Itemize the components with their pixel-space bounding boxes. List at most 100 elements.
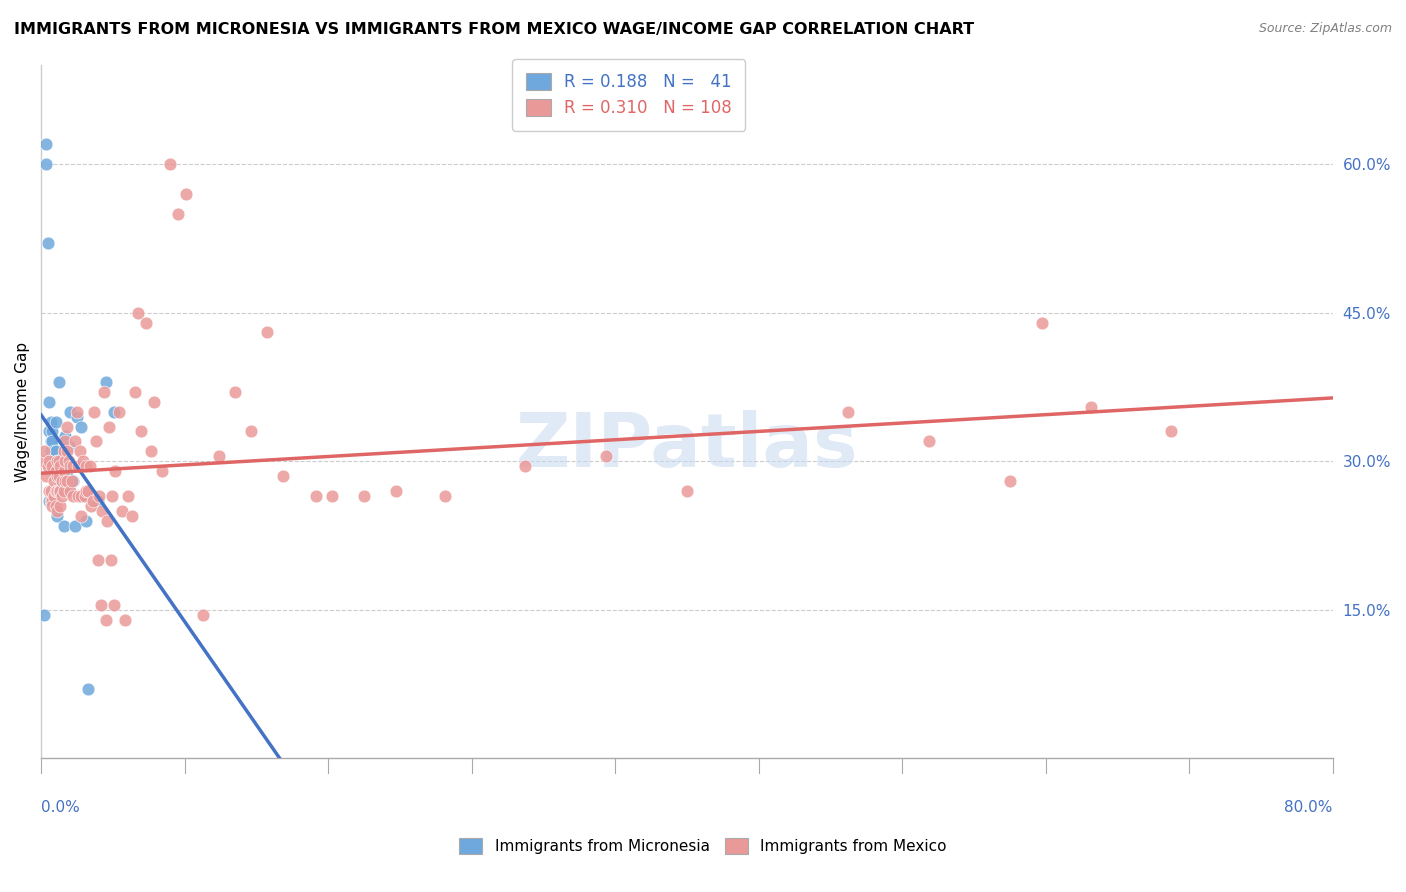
Point xyxy=(79,459,101,474)
Point xyxy=(104,464,127,478)
Point xyxy=(45,415,67,429)
Point xyxy=(94,613,117,627)
Point xyxy=(46,504,69,518)
Point xyxy=(41,493,63,508)
Point xyxy=(135,316,157,330)
Point xyxy=(224,384,246,399)
Point xyxy=(117,489,139,503)
Point xyxy=(39,493,62,508)
Point xyxy=(58,483,80,498)
Point xyxy=(129,425,152,439)
Point xyxy=(93,384,115,399)
Point xyxy=(75,459,97,474)
Point xyxy=(31,454,53,468)
Point xyxy=(38,493,60,508)
Point xyxy=(35,137,58,152)
Point xyxy=(49,479,72,493)
Point xyxy=(385,483,408,498)
Point xyxy=(143,394,166,409)
Point xyxy=(75,514,97,528)
Point xyxy=(69,444,91,458)
Point xyxy=(46,483,69,498)
Point xyxy=(676,483,699,498)
Point xyxy=(49,483,72,498)
Point xyxy=(208,449,231,463)
Point xyxy=(83,405,105,419)
Point xyxy=(45,483,67,498)
Point xyxy=(42,464,65,478)
Point xyxy=(66,405,89,419)
Point xyxy=(48,469,70,483)
Point xyxy=(48,483,70,498)
Point xyxy=(52,483,75,498)
Point xyxy=(86,493,108,508)
Point xyxy=(52,464,75,478)
Point xyxy=(51,454,73,468)
Point xyxy=(56,419,79,434)
Point xyxy=(918,434,941,449)
Point xyxy=(56,474,79,488)
Point xyxy=(39,434,62,449)
Point xyxy=(52,518,75,533)
Point xyxy=(62,459,84,474)
Point xyxy=(46,469,69,483)
Point xyxy=(73,489,96,503)
Point xyxy=(58,454,80,468)
Point xyxy=(111,504,134,518)
Point xyxy=(256,326,278,340)
Point xyxy=(41,434,63,449)
Text: 80.0%: 80.0% xyxy=(1285,800,1333,815)
Point xyxy=(72,454,94,468)
Point xyxy=(176,186,198,201)
Point xyxy=(53,454,76,468)
Point xyxy=(37,459,59,474)
Point xyxy=(240,425,263,439)
Point xyxy=(52,444,75,458)
Point xyxy=(45,464,67,478)
Point xyxy=(595,449,617,463)
Point xyxy=(42,454,65,468)
Point xyxy=(41,459,63,474)
Point xyxy=(48,375,70,389)
Point xyxy=(121,508,143,523)
Point xyxy=(53,474,76,488)
Point xyxy=(38,454,60,468)
Point xyxy=(70,508,93,523)
Point xyxy=(42,444,65,458)
Text: 0.0%: 0.0% xyxy=(41,800,80,815)
Point xyxy=(38,425,60,439)
Text: Source: ZipAtlas.com: Source: ZipAtlas.com xyxy=(1258,22,1392,36)
Point xyxy=(77,681,100,696)
Point xyxy=(150,464,173,478)
Point xyxy=(58,439,80,453)
Point xyxy=(70,419,93,434)
Point xyxy=(56,469,79,483)
Point xyxy=(139,444,162,458)
Point xyxy=(97,419,120,434)
Point xyxy=(75,483,97,498)
Point xyxy=(62,474,84,488)
Point xyxy=(46,508,69,523)
Point xyxy=(94,375,117,389)
Legend: R = 0.188   N =   41, R = 0.310   N = 108: R = 0.188 N = 41, R = 0.310 N = 108 xyxy=(512,60,745,131)
Point xyxy=(37,236,59,251)
Point xyxy=(38,394,60,409)
Point xyxy=(62,489,84,503)
Point xyxy=(35,157,58,171)
Point xyxy=(82,493,104,508)
Legend: Immigrants from Micronesia, Immigrants from Mexico: Immigrants from Micronesia, Immigrants f… xyxy=(451,830,955,862)
Point xyxy=(49,499,72,513)
Point xyxy=(1160,425,1182,439)
Point xyxy=(1031,316,1053,330)
Point xyxy=(837,405,859,419)
Point xyxy=(49,459,72,474)
Point xyxy=(41,425,63,439)
Point xyxy=(45,499,67,513)
Point xyxy=(48,454,70,468)
Point xyxy=(53,429,76,443)
Point xyxy=(103,598,125,612)
Point xyxy=(114,613,136,627)
Point xyxy=(63,434,86,449)
Point xyxy=(998,474,1021,488)
Point xyxy=(51,489,73,503)
